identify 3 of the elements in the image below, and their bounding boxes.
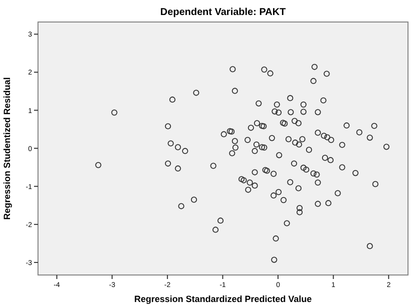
x-axis-title: Regression Standardized Predicted Value (134, 294, 312, 304)
chart-title: Dependent Variable: PAKT (160, 7, 286, 18)
y-axis-title: Regression Studentized Residual (2, 77, 12, 220)
